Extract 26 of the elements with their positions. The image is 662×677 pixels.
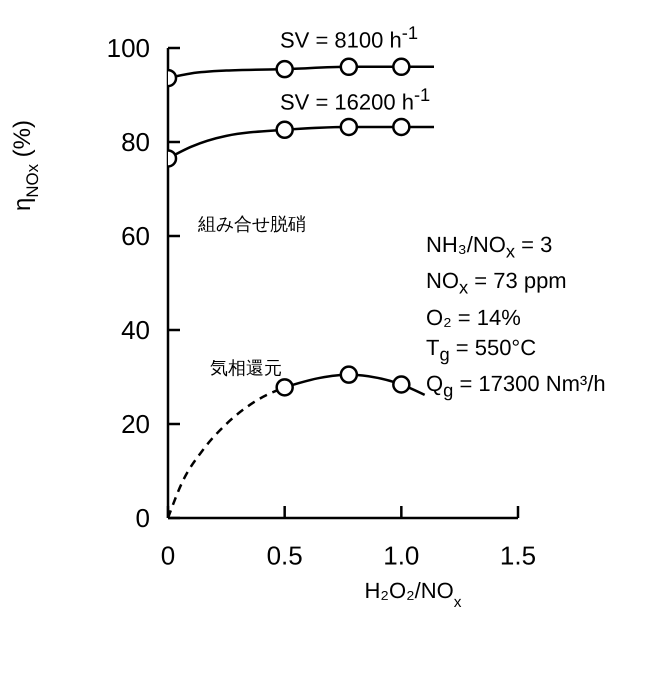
point [340, 118, 358, 136]
y-tick-label: 100 [106, 33, 150, 64]
point [392, 118, 411, 136]
y-tick-label: 20 [121, 409, 150, 440]
annotation: T$_{g}$ = 550°C [426, 334, 538, 366]
point [340, 58, 358, 76]
annotation: 気相還元 [210, 357, 282, 380]
annotation: NO$_{x}$ = 73 ppm [426, 267, 568, 300]
y-tick-label: 60 [121, 221, 150, 252]
point [340, 365, 358, 384]
y-tick-label: 80 [121, 127, 150, 158]
y-tick-label: 0 [136, 503, 150, 534]
point [392, 375, 411, 394]
x-tick-label: 0.5 [266, 540, 303, 570]
x-tick-label: 1.5 [500, 540, 536, 570]
annotation: O₂ = 14% [426, 304, 522, 332]
y-tick-label: 40 [121, 315, 150, 346]
x-tick-label: 1.0 [383, 540, 420, 570]
annotation: NH₃/NO$_{x}$ = 3 [426, 231, 554, 264]
x-axis-title: H₂O₂/NO$_{x}$ [364, 578, 462, 610]
x-tick-label: 0 [160, 540, 176, 570]
point [392, 58, 411, 76]
annotation: SV = 8100 h$^{-1}$ [280, 22, 418, 54]
annotation: Q$_{g}$ = 17300 Nm³/h [426, 370, 606, 403]
annotation: 組み合せ脱硝 [198, 213, 306, 236]
annotation: SV = 16200 h$^{-1}$ [280, 84, 430, 116]
